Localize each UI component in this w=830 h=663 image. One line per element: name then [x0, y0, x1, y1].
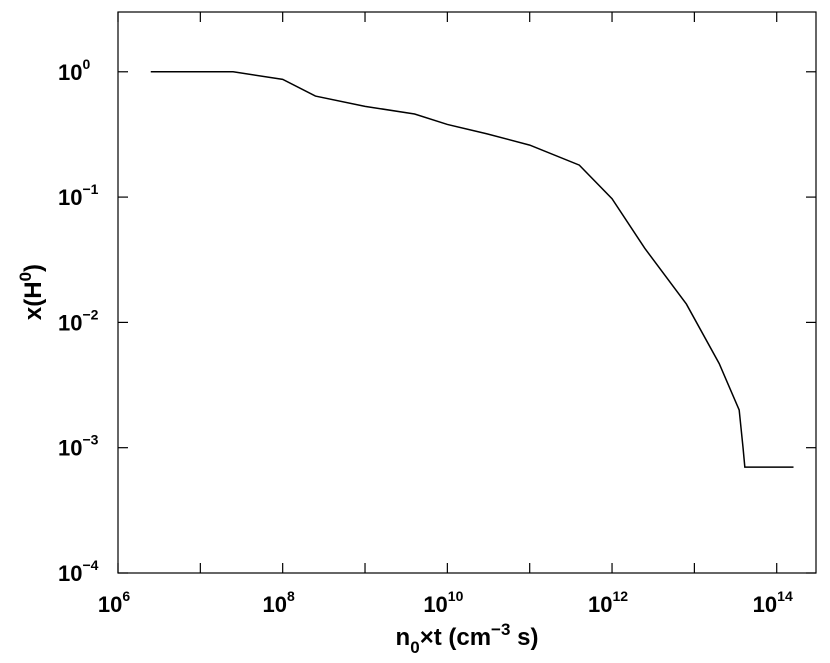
series-line	[150, 71, 794, 468]
x-axis-title-sub: 0	[410, 638, 419, 657]
x-axis-title-pre: n	[396, 624, 411, 651]
y-tick-label: 10−3	[58, 432, 99, 461]
x-tick-label: 1012	[588, 588, 628, 617]
x-tick-labels: 106 108 1010 1012 1014	[98, 588, 793, 617]
plot-frame	[117, 11, 817, 574]
x-axis-title-mid: ×t (cm	[420, 624, 491, 651]
y-tick-labels: 100 10−1 10−2 10−3 10−4	[58, 56, 99, 586]
x-axis-title: n0×t (cm−3 s)	[396, 620, 539, 657]
y-tick-label: 10−4	[58, 557, 99, 586]
y-tick-label: 10−1	[58, 181, 99, 210]
x-axis-title-post: s)	[510, 624, 538, 651]
y-axis-title-pre: x(H	[20, 281, 47, 320]
x-axis-title-sup: −3	[491, 620, 510, 639]
y-axis-title: x(H0)	[16, 264, 47, 320]
y-tick-label: 10−2	[58, 306, 99, 335]
x-tick-label: 106	[98, 588, 130, 617]
x-tick-label: 1010	[423, 588, 463, 617]
y-axis-title-sup: 0	[16, 272, 35, 281]
tick-marks	[117, 12, 816, 574]
x-tick-label: 1014	[753, 588, 793, 617]
y-axis-title-post: )	[20, 264, 47, 272]
y-tick-label: 100	[58, 56, 90, 85]
x-tick-label: 108	[263, 588, 295, 617]
